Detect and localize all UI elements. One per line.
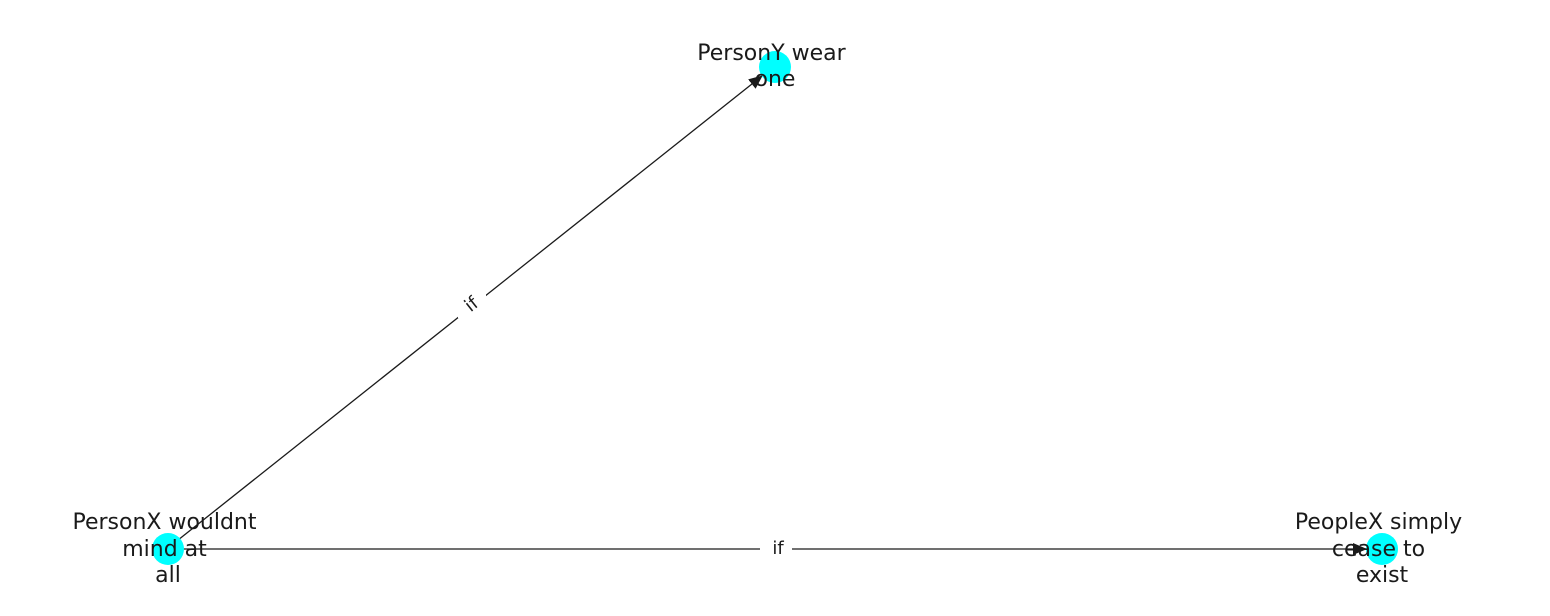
edge-personx-persony: if <box>167 75 763 549</box>
edge-label: if <box>772 538 784 559</box>
edge-label-bg <box>458 290 486 318</box>
node-label: PersonX wouldnt mind at all <box>72 510 263 588</box>
node-circle[interactable] <box>1366 533 1398 565</box>
node-peoplex[interactable]: PeopleX simply cease to exist <box>1295 510 1469 588</box>
edge-personx-peoplex: if <box>168 537 1367 561</box>
edge-label-bg <box>760 537 792 561</box>
node-label: PersonY wear one <box>697 41 852 92</box>
node-label-line: PeopleX simply <box>1295 510 1462 535</box>
node-personx[interactable]: PersonX wouldnt mind at all <box>72 510 263 588</box>
node-label: PeopleX simply cease to exist <box>1295 510 1469 588</box>
node-circle[interactable] <box>152 533 184 565</box>
node-circle[interactable] <box>759 51 791 83</box>
node-label-line: all <box>155 563 181 588</box>
node-label-line: PersonX wouldnt <box>72 510 256 535</box>
node-label-line: exist <box>1356 563 1409 588</box>
node-persony[interactable]: PersonY wear one <box>697 41 852 92</box>
node-label-line: one <box>755 67 796 92</box>
node-label-line: PersonY wear <box>697 41 846 66</box>
node-label-line: cease to <box>1332 537 1425 562</box>
node-label-line: mind at <box>122 537 207 562</box>
